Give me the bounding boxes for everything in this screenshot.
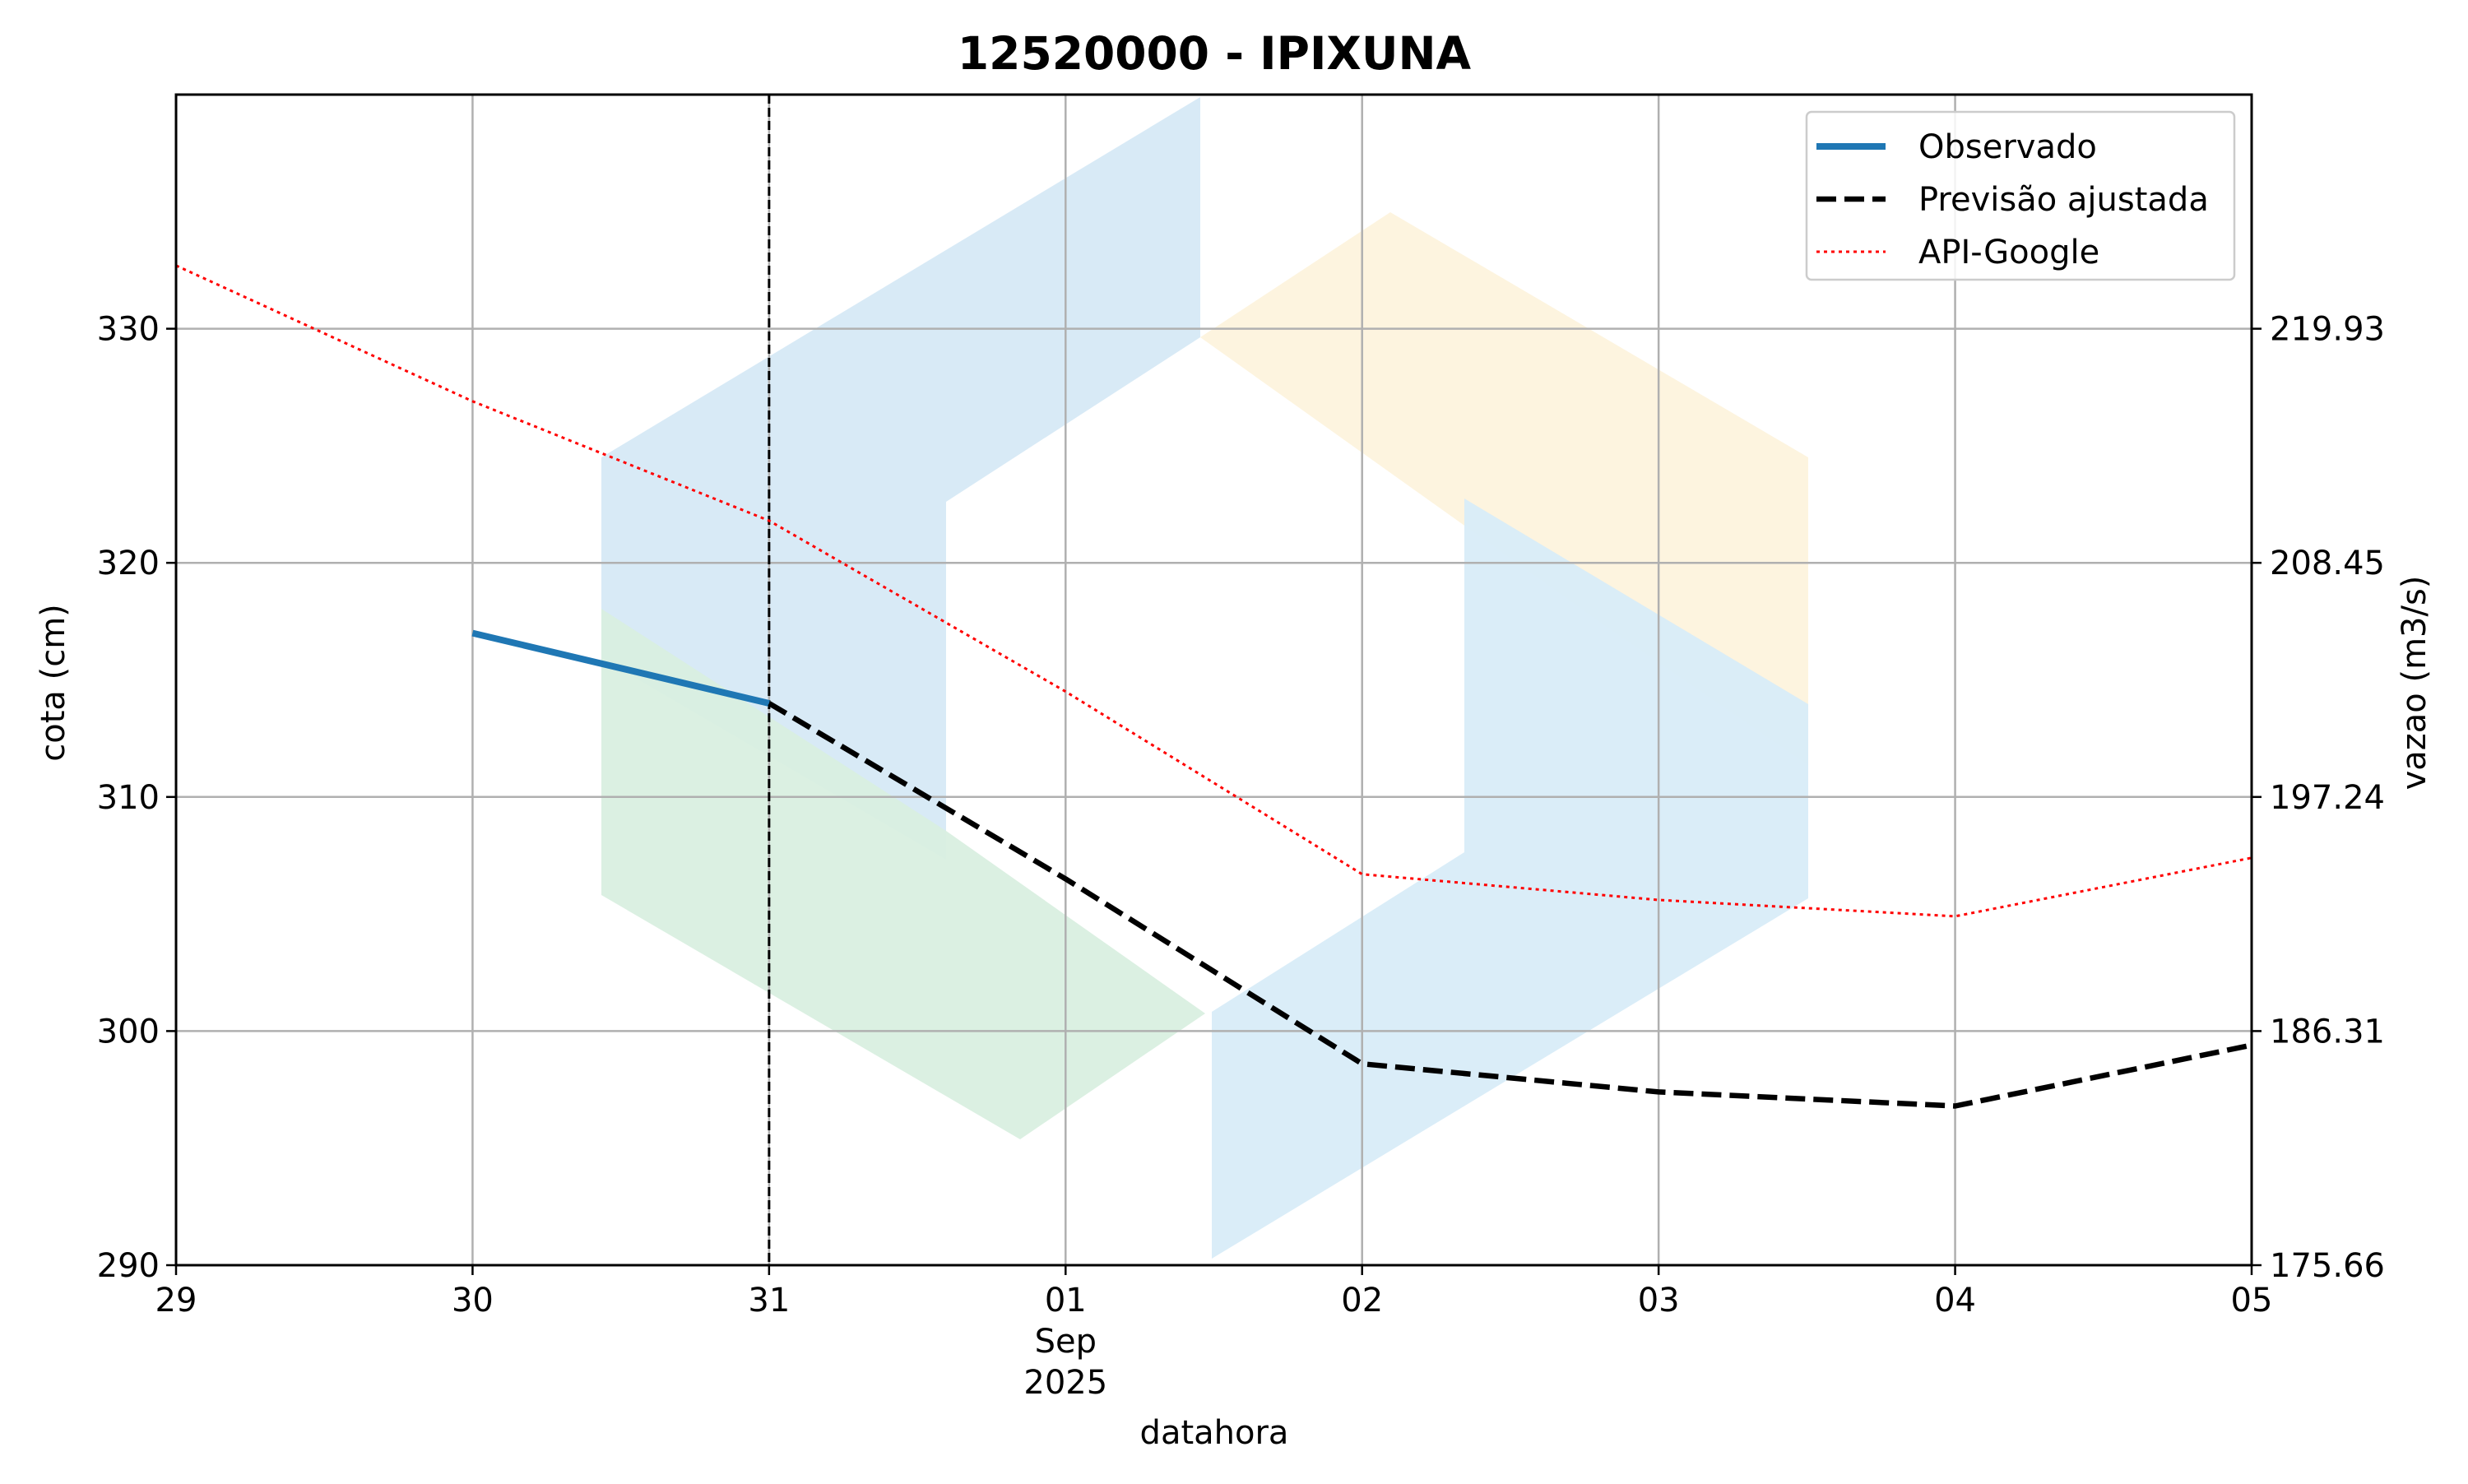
legend-label: Observado: [1918, 128, 2097, 166]
x-tick-sublabel: Sep: [1035, 1323, 1097, 1361]
x-tick-label: 01: [1045, 1282, 1087, 1319]
y-left-tick-label: 330: [97, 311, 160, 349]
legend-label: Previsão ajustada: [1918, 181, 2209, 219]
watermark-logo: [601, 97, 1808, 1259]
y-right-tick-label: 186.31: [2270, 1013, 2385, 1050]
legend-label: API-Google: [1918, 234, 2099, 271]
series-layer: [175, 264, 2252, 1109]
series-api-google: [175, 264, 2252, 918]
y-left-tick-label: 290: [97, 1247, 160, 1285]
y-right-tick-label: 219.93: [2270, 311, 2385, 349]
series-previsao-ajustada: [768, 701, 2252, 1109]
legend-box: [1805, 110, 2236, 281]
y-axis-left-label: cota (cm): [35, 604, 72, 762]
x-tick-label: 04: [1934, 1282, 1976, 1319]
x-axis-label: datahora: [1140, 1414, 1289, 1452]
y-right-tick-label: 197.24: [2270, 779, 2385, 817]
y-right-tick-label: 208.45: [2270, 545, 2385, 582]
series-observado: [471, 629, 770, 707]
watermark-shape-blue: [601, 97, 1200, 860]
x-tick-label: 31: [748, 1282, 790, 1319]
axes: 290 300 310 320 330 175.66 186.31 197.24 208.45 2…: [97, 93, 2385, 1402]
x-tick-label: 02: [1341, 1282, 1383, 1319]
x-tick-label: 30: [452, 1282, 494, 1319]
x-tick-label: 29: [155, 1282, 197, 1319]
y-left-tick-label: 320: [97, 545, 160, 582]
x-tick-label: 05: [2231, 1282, 2273, 1319]
plot-frame: [174, 93, 2253, 1267]
y-axis-right-label: vazao (m3/s): [2396, 576, 2433, 791]
y-left-tick-label: 310: [97, 779, 160, 817]
x-tick-label: 03: [1638, 1282, 1680, 1319]
watermark-shape-green: [601, 609, 1205, 1139]
legend: Observado Previsão ajustada API-Google: [1805, 110, 2236, 281]
chart-title: 12520000 - IPIXUNA: [958, 27, 1472, 80]
x-tick-sublabel: 2025: [1023, 1364, 1107, 1402]
y-right-tick-label: 175.66: [2270, 1247, 2385, 1285]
y-left-tick-label: 300: [97, 1013, 160, 1050]
